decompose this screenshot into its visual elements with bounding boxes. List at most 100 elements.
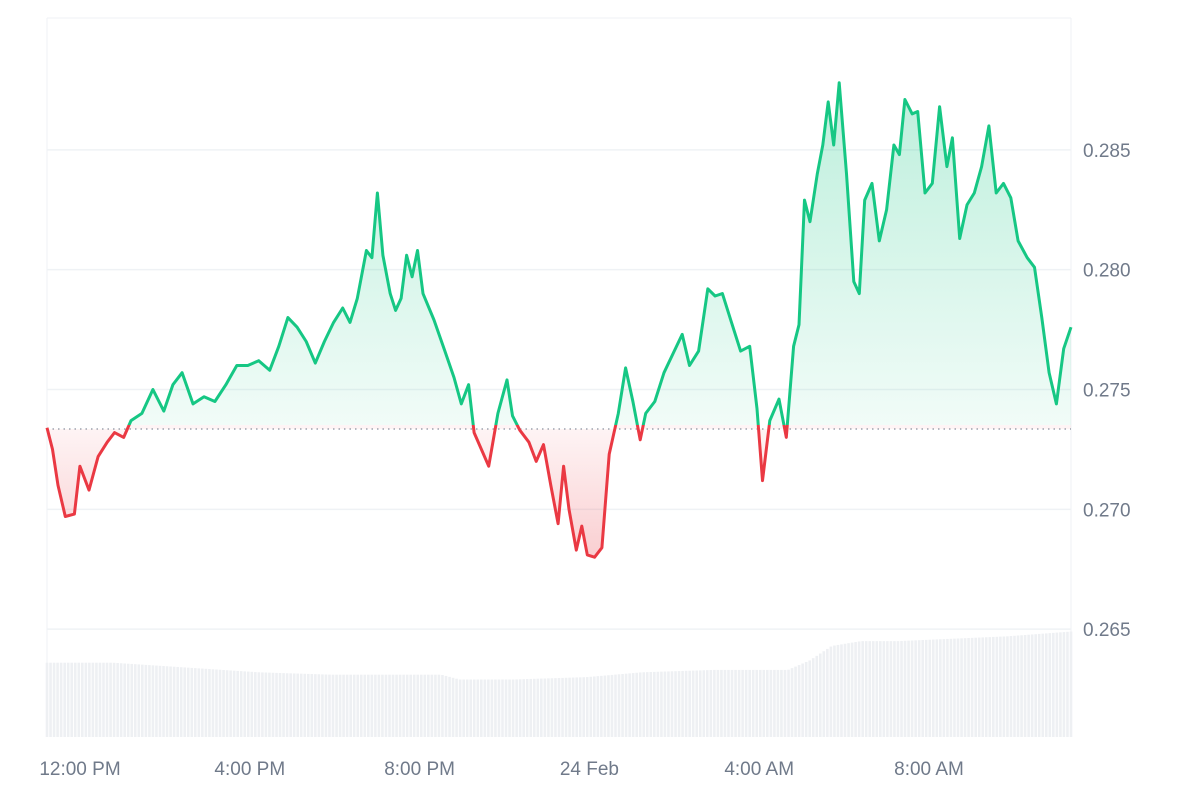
volume-bar: [215, 669, 218, 737]
volume-bar: [232, 670, 236, 737]
volume-bar: [645, 672, 649, 737]
volume-bar: [419, 674, 423, 737]
x-tick-label: 4:00 AM: [724, 759, 794, 780]
volume-bar: [144, 664, 148, 737]
volume-bar: [430, 674, 434, 737]
volume-bar: [550, 678, 554, 737]
volume-bar: [871, 641, 875, 737]
volume-bar: [441, 675, 444, 737]
volume-bar: [458, 679, 462, 737]
volume-bar: [963, 638, 967, 737]
volume-bar: [335, 674, 338, 737]
volume-bar: [105, 662, 109, 737]
x-tick-label: 4:00 PM: [214, 759, 285, 780]
volume-bar: [363, 674, 367, 737]
volume-bar: [900, 640, 903, 737]
volume-bar: [780, 669, 783, 737]
price-line-up: [127, 81, 1073, 425]
volume-bar: [275, 672, 278, 737]
volume-bar: [836, 644, 840, 737]
y-tick-label: 0.270: [1083, 500, 1131, 521]
volume-bar: [112, 662, 116, 737]
volume-bar: [942, 639, 946, 737]
volume-bar: [515, 679, 518, 737]
volume-bar: [465, 679, 469, 737]
volume-bar: [243, 671, 247, 737]
volume-bar: [285, 673, 289, 737]
volume-bar: [59, 662, 63, 737]
volume-bar: [208, 669, 211, 737]
volume-bar: [423, 674, 427, 737]
volume-bar: [130, 663, 134, 737]
volume-bar: [271, 672, 275, 737]
volume-bar: [893, 641, 896, 737]
volume-bar: [928, 639, 932, 737]
volume-bar: [751, 669, 755, 737]
volume-bar: [953, 638, 956, 737]
volume-bar: [257, 672, 261, 737]
volume-bar: [921, 640, 924, 737]
volume-bar: [324, 674, 328, 737]
volume-bar: [398, 674, 402, 737]
volume-bar: [416, 674, 420, 737]
volume-bar: [667, 671, 670, 737]
volume-bar: [1030, 634, 1034, 737]
volume-bar: [437, 674, 441, 737]
volume-bar: [737, 669, 741, 737]
volume-bar: [677, 671, 681, 737]
volume-bar: [476, 679, 480, 737]
volume-bar: [681, 670, 684, 737]
volume-bar: [847, 643, 850, 737]
volume-bar: [229, 670, 232, 737]
volume-bar: [289, 673, 292, 737]
volume-bar: [483, 679, 487, 737]
volume-bars: [45, 631, 1073, 737]
volume-bar: [716, 669, 720, 737]
volume-bar: [384, 674, 388, 737]
volume-bar: [702, 670, 706, 737]
volume-bar: [1055, 632, 1059, 737]
volume-bar: [882, 641, 886, 737]
volume-bar: [172, 666, 176, 737]
volume-bar: [818, 653, 822, 737]
volume-bar: [879, 641, 882, 737]
volume-bar: [635, 672, 638, 737]
volume-bar: [850, 642, 854, 737]
volume-bar: [321, 674, 324, 737]
volume-bar: [631, 673, 635, 737]
volume-bar: [155, 665, 158, 737]
volume-bar: [352, 674, 356, 737]
volume-bar: [349, 674, 352, 737]
volume-bar: [822, 651, 826, 737]
volume-bar: [992, 636, 995, 737]
volume-bar: [621, 673, 624, 737]
volume-bar: [1059, 632, 1062, 737]
volume-bar: [448, 676, 451, 737]
price-area: [47, 82, 1071, 558]
volume-bar: [773, 669, 776, 737]
volume-bar: [910, 640, 914, 737]
volume-bar: [137, 664, 141, 737]
volume-bar: [1009, 636, 1013, 737]
volume-bar: [575, 677, 578, 737]
volume-bar: [268, 672, 271, 737]
volume-bar: [833, 645, 836, 737]
volume-bar: [77, 662, 81, 737]
volume-bar: [427, 674, 430, 737]
volume-bar: [328, 674, 331, 737]
volume-bar: [165, 666, 169, 737]
volume-bar: [222, 669, 225, 737]
volume-bar: [607, 675, 610, 737]
volume-bar: [282, 673, 285, 737]
volume-bar: [663, 671, 667, 737]
volume-bar: [388, 674, 391, 737]
volume-bar: [391, 674, 395, 737]
volume-bar: [670, 671, 674, 737]
volume-bar: [52, 662, 56, 737]
volume-bar: [342, 674, 345, 737]
volume-bar: [381, 674, 384, 737]
volume-bar: [444, 675, 448, 737]
x-axis-labels: 12:00 PM 4:00 PM 8:00 PM 24 Feb 4:00 AM 8:00 …: [39, 759, 964, 780]
volume-bar: [857, 641, 861, 737]
